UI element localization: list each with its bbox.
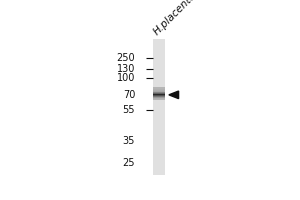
Bar: [153, 77, 165, 78]
Bar: [153, 129, 165, 131]
Bar: [153, 93, 165, 94]
Bar: [153, 122, 165, 124]
Bar: [153, 104, 165, 105]
Bar: [153, 87, 165, 89]
Bar: [153, 95, 165, 96]
Bar: [153, 151, 165, 153]
Bar: [153, 160, 165, 161]
Bar: [153, 133, 165, 134]
Bar: [153, 90, 165, 92]
Bar: [153, 96, 165, 97]
Bar: [153, 171, 165, 173]
Bar: [153, 97, 165, 99]
Text: 25: 25: [123, 158, 135, 168]
Bar: [153, 148, 165, 150]
Bar: [153, 46, 165, 48]
Bar: [153, 92, 165, 94]
Bar: [153, 139, 165, 141]
Bar: [153, 99, 165, 100]
Bar: [153, 43, 165, 44]
Text: 55: 55: [123, 105, 135, 115]
Bar: [153, 165, 165, 166]
Bar: [153, 163, 165, 165]
Bar: [153, 70, 165, 72]
Bar: [153, 102, 165, 104]
Bar: [153, 92, 165, 93]
Bar: [153, 155, 165, 156]
Bar: [153, 161, 165, 163]
Bar: [153, 136, 165, 138]
Bar: [153, 61, 165, 63]
Bar: [153, 153, 165, 155]
Bar: [153, 100, 165, 102]
Text: 130: 130: [117, 64, 135, 74]
Bar: [153, 117, 165, 119]
Bar: [153, 94, 165, 95]
Bar: [153, 85, 165, 87]
Bar: [153, 146, 165, 148]
Bar: [153, 66, 165, 68]
Bar: [153, 51, 165, 53]
Text: H.placenta: H.placenta: [152, 0, 199, 37]
Bar: [153, 158, 165, 160]
Bar: [153, 82, 165, 83]
Bar: [153, 127, 165, 129]
Bar: [153, 80, 165, 82]
Bar: [153, 75, 165, 77]
Bar: [153, 156, 165, 158]
Bar: [153, 173, 165, 175]
Bar: [153, 68, 165, 70]
Bar: [153, 72, 165, 73]
Bar: [153, 63, 165, 65]
Text: 35: 35: [123, 136, 135, 146]
Bar: [153, 168, 165, 170]
Bar: [153, 143, 165, 144]
Bar: [153, 124, 165, 126]
Bar: [153, 94, 165, 95]
Bar: [153, 134, 165, 136]
Bar: [153, 44, 165, 46]
Bar: [153, 141, 165, 143]
Bar: [153, 41, 165, 43]
Bar: [153, 166, 165, 168]
Bar: [153, 55, 165, 56]
Bar: [153, 144, 165, 146]
Bar: [153, 58, 165, 60]
Bar: [153, 73, 165, 75]
Text: 70: 70: [123, 90, 135, 100]
Bar: [153, 119, 165, 121]
Bar: [153, 88, 165, 90]
Bar: [153, 149, 165, 151]
Bar: [153, 50, 165, 51]
Bar: [153, 109, 165, 111]
Bar: [153, 114, 165, 116]
Bar: [153, 131, 165, 133]
Bar: [153, 78, 165, 80]
Text: 100: 100: [117, 73, 135, 83]
Bar: [153, 116, 165, 117]
Bar: [153, 39, 165, 41]
Bar: [153, 105, 165, 107]
Bar: [153, 138, 165, 139]
Bar: [153, 83, 165, 85]
Polygon shape: [169, 91, 178, 99]
Bar: [153, 53, 165, 55]
Bar: [154, 91, 164, 92]
Bar: [153, 126, 165, 127]
Bar: [153, 95, 165, 97]
Text: 250: 250: [116, 53, 135, 63]
Bar: [153, 111, 165, 112]
Bar: [153, 121, 165, 122]
Bar: [153, 107, 165, 109]
Bar: [153, 48, 165, 50]
Bar: [153, 65, 165, 67]
Bar: [153, 97, 165, 98]
Bar: [153, 112, 165, 114]
Bar: [153, 56, 165, 58]
Bar: [153, 60, 165, 61]
Bar: [153, 170, 165, 172]
